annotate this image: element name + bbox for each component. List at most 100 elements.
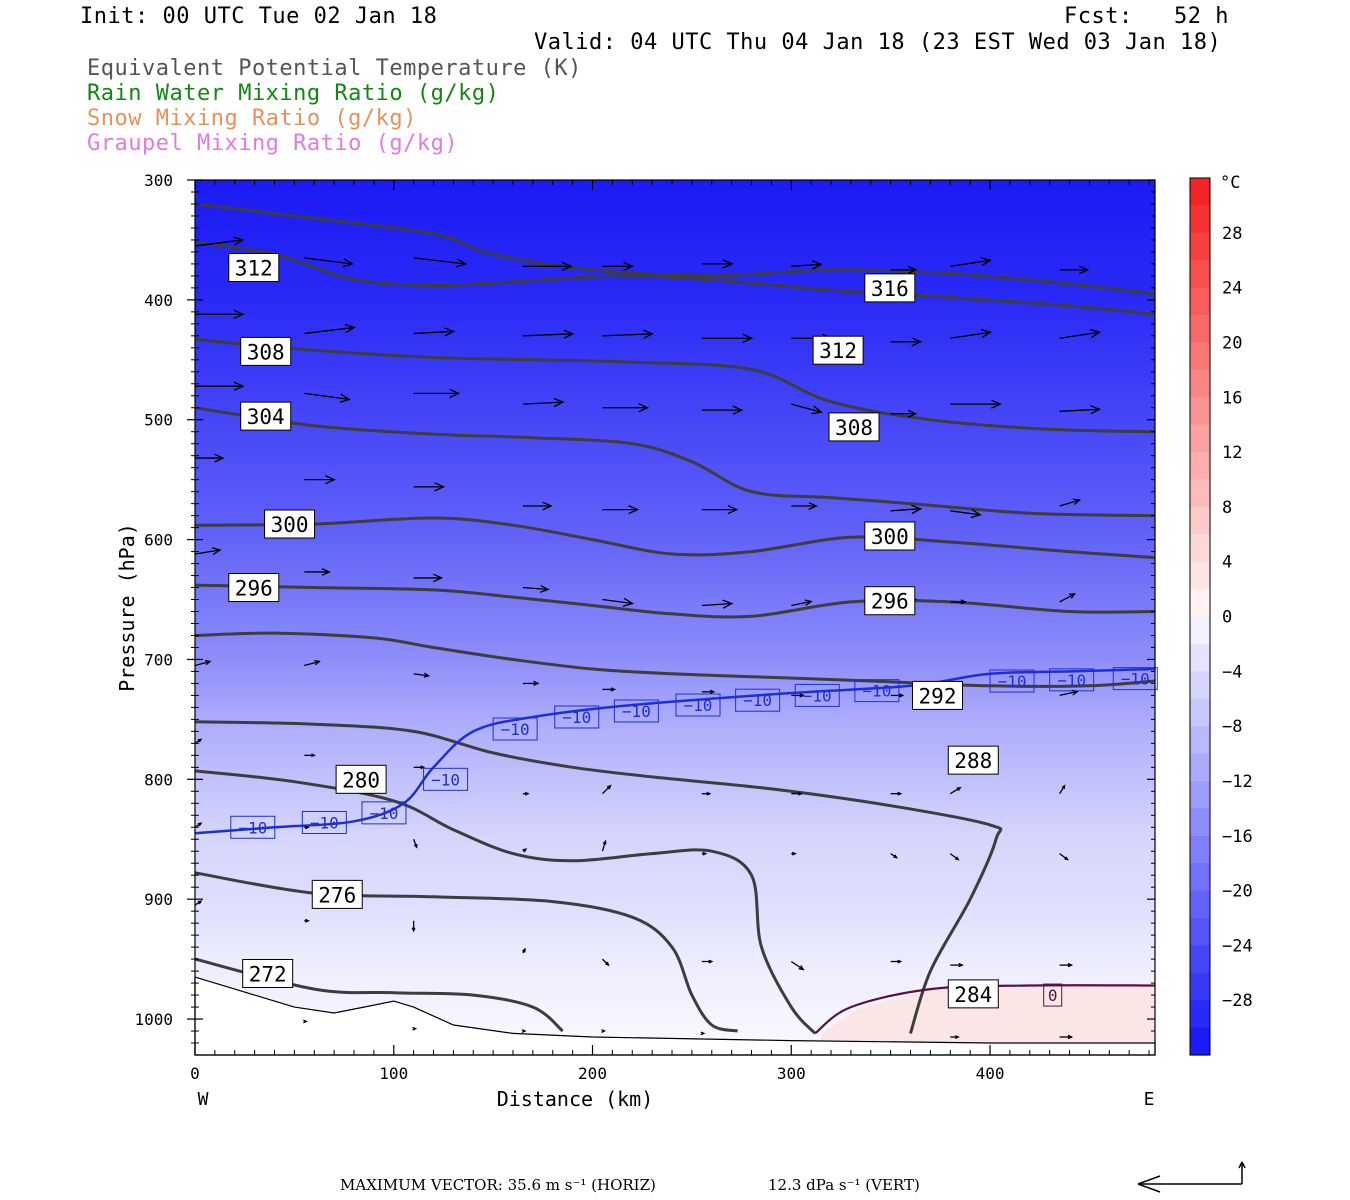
wind-vector xyxy=(522,848,528,853)
x-tick-label: 200 xyxy=(578,1064,607,1083)
wind-vector xyxy=(413,573,444,583)
colorbar-bin xyxy=(1190,972,1210,1001)
colorbar-bin xyxy=(1190,671,1210,700)
wind-vector xyxy=(413,765,426,770)
wind-vector xyxy=(790,960,805,971)
colorbar-tick-label: −20 xyxy=(1222,882,1253,902)
theta-e-label-box xyxy=(912,680,964,710)
theta-e-label-box xyxy=(864,273,916,303)
wind-vector xyxy=(601,784,612,795)
x-axis-label: Distance (km) xyxy=(497,1087,654,1111)
wind-vector xyxy=(890,409,918,418)
theta-e-label: 308 xyxy=(247,340,285,364)
colorbar-bin xyxy=(1190,945,1210,974)
valid-time: Valid: 04 UTC Thu 04 Jan 18 (23 EST Wed … xyxy=(534,30,1222,55)
isotherm-label-box xyxy=(854,679,900,703)
warm-layer-shading xyxy=(821,985,1155,1049)
isotherm-label: −10 xyxy=(562,708,591,727)
wind-vector xyxy=(1059,784,1066,795)
colorbar-bin xyxy=(1190,369,1210,398)
colorbar-bin xyxy=(1190,643,1210,672)
wind-vector xyxy=(522,397,565,408)
wind-vector xyxy=(195,453,225,463)
colorbar-bin xyxy=(1190,808,1210,837)
isotherm-label: −10 xyxy=(370,804,399,823)
isotherm-label-box xyxy=(361,801,407,825)
wind-vector xyxy=(890,693,905,698)
isotherm-label: −10 xyxy=(310,813,339,832)
colorbar-bin xyxy=(1190,561,1210,590)
isotherm-label: −10 xyxy=(862,682,891,701)
colorbar-bin xyxy=(1190,424,1210,453)
max-vector-vert: 12.3 dPa s⁻¹ (VERT) xyxy=(768,1176,920,1194)
y-tick-label: 700 xyxy=(144,650,173,669)
colorbar-bin xyxy=(1190,1027,1210,1056)
init-time: Init: 00 UTC Tue 02 Jan 18 xyxy=(80,4,438,29)
wind-vector xyxy=(601,839,607,852)
theta-e-contour-300 xyxy=(194,406,1156,518)
wind-vector xyxy=(413,482,446,492)
x-tick-label: 100 xyxy=(379,1064,408,1083)
wind-vector xyxy=(1059,1034,1074,1040)
wind-vector xyxy=(701,599,734,609)
wind-vector xyxy=(413,839,418,849)
wind-vector xyxy=(791,693,805,698)
wind-vector xyxy=(602,261,635,271)
colorbar-tick-label: 20 xyxy=(1222,333,1242,353)
wind-vector xyxy=(522,680,540,686)
colorbar-bin xyxy=(1190,917,1210,946)
colorbar-tick-label: 12 xyxy=(1222,443,1242,463)
wind-vector xyxy=(602,687,617,692)
theta-e-label-box xyxy=(812,335,864,365)
theta-e-contour-312 xyxy=(194,202,1156,296)
east-label: E xyxy=(1144,1089,1155,1110)
west-label: W xyxy=(198,1089,209,1110)
wind-vector xyxy=(791,599,813,607)
colorbar-bin xyxy=(1190,780,1210,809)
temperature-shading xyxy=(195,180,1155,1055)
theta-e-label: 300 xyxy=(271,513,309,537)
isotherm-label: −10 xyxy=(1121,670,1150,689)
wind-vector xyxy=(602,505,640,515)
colorbar-bin xyxy=(1190,698,1210,727)
colorbar-unit: °C xyxy=(1220,173,1240,193)
theta-e-label-box xyxy=(240,401,292,431)
colorbar-bin xyxy=(1190,616,1210,645)
wind-vector xyxy=(701,851,708,856)
y-tick-label: 500 xyxy=(144,411,173,430)
wind-vector xyxy=(304,323,356,335)
wind-vector xyxy=(194,900,203,906)
isotherm-label: 0 xyxy=(1048,986,1058,1005)
wind-vector xyxy=(522,791,530,796)
isotherm-label-box xyxy=(301,810,347,834)
colorbar-tick-label: −28 xyxy=(1222,991,1253,1011)
forecast-hour: Fcst: 52 h xyxy=(1064,4,1229,29)
theta-e-label-box xyxy=(335,764,387,794)
y-tick-label: 600 xyxy=(144,531,173,550)
wind-vector xyxy=(304,568,331,576)
wind-vector xyxy=(701,405,744,415)
theta-e-label-box xyxy=(864,586,916,616)
colorbar-bin xyxy=(1190,506,1210,535)
colorbar-bin xyxy=(1190,178,1210,207)
wind-vector xyxy=(890,959,903,964)
colorbar-tick-label: 28 xyxy=(1222,224,1242,244)
theta-e-label-box xyxy=(242,958,294,988)
wind-vector xyxy=(304,753,316,758)
wind-vector xyxy=(522,329,575,339)
wind-vector xyxy=(1059,853,1069,861)
wind-vector xyxy=(890,853,899,859)
colorbar-bin xyxy=(1190,479,1210,508)
theta-e-label: 276 xyxy=(318,883,356,907)
isotherm-label-box xyxy=(735,688,781,712)
theta-e-contour-288 xyxy=(194,631,1156,688)
isotherm-label-box xyxy=(613,699,659,723)
max-vector-horiz: MAXIMUM VECTOR: 35.6 m s⁻¹ (HORIZ) xyxy=(340,1176,656,1194)
wind-vector xyxy=(522,501,553,511)
theta-e-contour-304 xyxy=(194,337,1156,434)
wind-vector xyxy=(522,261,573,271)
theta-e-label-box xyxy=(228,573,280,603)
legend-theta-e: Equivalent Potential Temperature (K) xyxy=(87,56,582,81)
theta-e-label: 304 xyxy=(247,405,285,429)
isotherm-label-box xyxy=(989,669,1035,693)
